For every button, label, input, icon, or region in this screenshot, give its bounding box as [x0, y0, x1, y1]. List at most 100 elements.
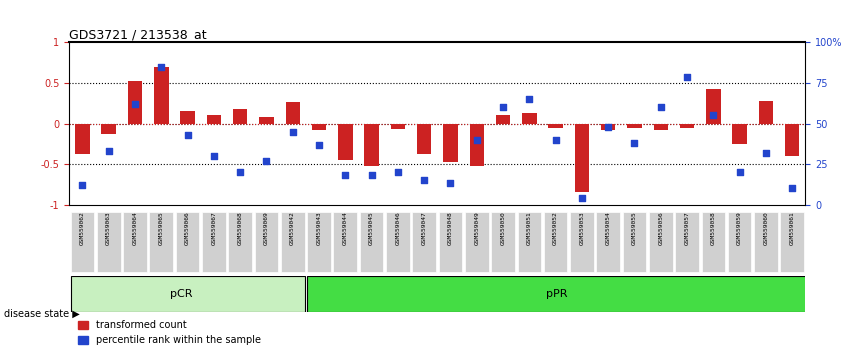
- Bar: [207, 115, 221, 124]
- Text: GSM559050: GSM559050: [501, 212, 506, 245]
- FancyBboxPatch shape: [71, 212, 94, 272]
- FancyBboxPatch shape: [307, 212, 331, 272]
- Text: GSM559055: GSM559055: [632, 212, 637, 245]
- Text: GSM559045: GSM559045: [369, 212, 374, 245]
- Text: GSM559053: GSM559053: [579, 212, 585, 245]
- FancyBboxPatch shape: [359, 212, 384, 272]
- Text: GSM559063: GSM559063: [107, 212, 111, 245]
- Point: [707, 113, 721, 118]
- Point: [496, 104, 510, 110]
- Text: GSM559047: GSM559047: [422, 212, 427, 245]
- Point: [443, 181, 457, 186]
- Bar: [548, 124, 563, 127]
- Bar: [680, 124, 695, 129]
- FancyBboxPatch shape: [281, 212, 305, 272]
- Bar: [443, 124, 458, 162]
- FancyBboxPatch shape: [623, 212, 646, 272]
- Text: GSM559065: GSM559065: [158, 212, 164, 245]
- Text: GSM559051: GSM559051: [527, 212, 532, 245]
- Text: GSM559067: GSM559067: [211, 212, 216, 245]
- Text: GDS3721 / 213538_at: GDS3721 / 213538_at: [69, 28, 207, 41]
- Bar: [128, 81, 142, 124]
- Point: [154, 64, 168, 70]
- FancyBboxPatch shape: [570, 212, 594, 272]
- Point: [522, 96, 536, 102]
- Bar: [469, 124, 484, 166]
- Bar: [154, 67, 169, 124]
- Text: GSM559068: GSM559068: [237, 212, 242, 245]
- FancyBboxPatch shape: [150, 212, 173, 272]
- Bar: [417, 124, 431, 154]
- Text: GSM559060: GSM559060: [764, 212, 768, 245]
- Bar: [759, 101, 773, 124]
- Text: GSM559064: GSM559064: [132, 212, 138, 245]
- Point: [233, 169, 247, 175]
- Text: pCR: pCR: [170, 289, 192, 299]
- Bar: [365, 124, 378, 166]
- Text: GSM559042: GSM559042: [290, 212, 295, 245]
- Text: GSM559046: GSM559046: [396, 212, 400, 245]
- Bar: [522, 113, 537, 124]
- Text: GSM559056: GSM559056: [658, 212, 663, 245]
- FancyBboxPatch shape: [780, 212, 804, 272]
- Point: [207, 153, 221, 159]
- FancyBboxPatch shape: [71, 276, 305, 312]
- Point: [628, 140, 642, 146]
- FancyBboxPatch shape: [412, 212, 436, 272]
- Text: GSM559058: GSM559058: [711, 212, 716, 245]
- FancyBboxPatch shape: [465, 212, 488, 272]
- Point: [759, 150, 772, 155]
- Point: [339, 172, 352, 178]
- Bar: [785, 124, 799, 156]
- Bar: [259, 117, 274, 124]
- Point: [260, 158, 274, 164]
- FancyBboxPatch shape: [255, 212, 278, 272]
- Bar: [180, 112, 195, 124]
- Bar: [627, 124, 642, 127]
- FancyBboxPatch shape: [123, 212, 147, 272]
- Bar: [706, 90, 721, 124]
- Legend: transformed count, percentile rank within the sample: transformed count, percentile rank withi…: [74, 316, 264, 349]
- Text: GSM559061: GSM559061: [790, 212, 795, 245]
- Bar: [312, 124, 326, 130]
- Point: [102, 148, 116, 154]
- Bar: [575, 124, 589, 192]
- Point: [391, 169, 404, 175]
- FancyBboxPatch shape: [333, 212, 357, 272]
- Text: GSM559044: GSM559044: [343, 212, 348, 245]
- Bar: [233, 109, 248, 124]
- Text: GSM559066: GSM559066: [185, 212, 190, 245]
- FancyBboxPatch shape: [491, 212, 515, 272]
- FancyBboxPatch shape: [176, 212, 199, 272]
- FancyBboxPatch shape: [386, 212, 410, 272]
- FancyBboxPatch shape: [701, 212, 725, 272]
- Point: [575, 195, 589, 201]
- Text: disease state ▶: disease state ▶: [4, 308, 80, 318]
- FancyBboxPatch shape: [202, 212, 226, 272]
- Point: [654, 104, 668, 110]
- FancyBboxPatch shape: [518, 212, 541, 272]
- Text: GSM559054: GSM559054: [605, 212, 611, 245]
- Point: [601, 124, 615, 130]
- Text: GSM559048: GSM559048: [448, 212, 453, 245]
- Point: [75, 182, 89, 188]
- FancyBboxPatch shape: [97, 212, 120, 272]
- Bar: [338, 124, 352, 160]
- Point: [365, 172, 378, 178]
- Point: [549, 137, 563, 143]
- Text: GSM559069: GSM559069: [264, 212, 269, 245]
- Point: [417, 177, 431, 183]
- FancyBboxPatch shape: [649, 212, 673, 272]
- FancyBboxPatch shape: [675, 212, 699, 272]
- Point: [128, 101, 142, 107]
- Bar: [75, 124, 90, 154]
- FancyBboxPatch shape: [544, 212, 567, 272]
- Bar: [101, 124, 116, 134]
- Point: [470, 137, 484, 143]
- FancyBboxPatch shape: [727, 212, 752, 272]
- FancyBboxPatch shape: [754, 212, 778, 272]
- FancyBboxPatch shape: [597, 212, 620, 272]
- Text: GSM559052: GSM559052: [553, 212, 558, 245]
- Bar: [601, 124, 616, 130]
- FancyBboxPatch shape: [307, 276, 807, 312]
